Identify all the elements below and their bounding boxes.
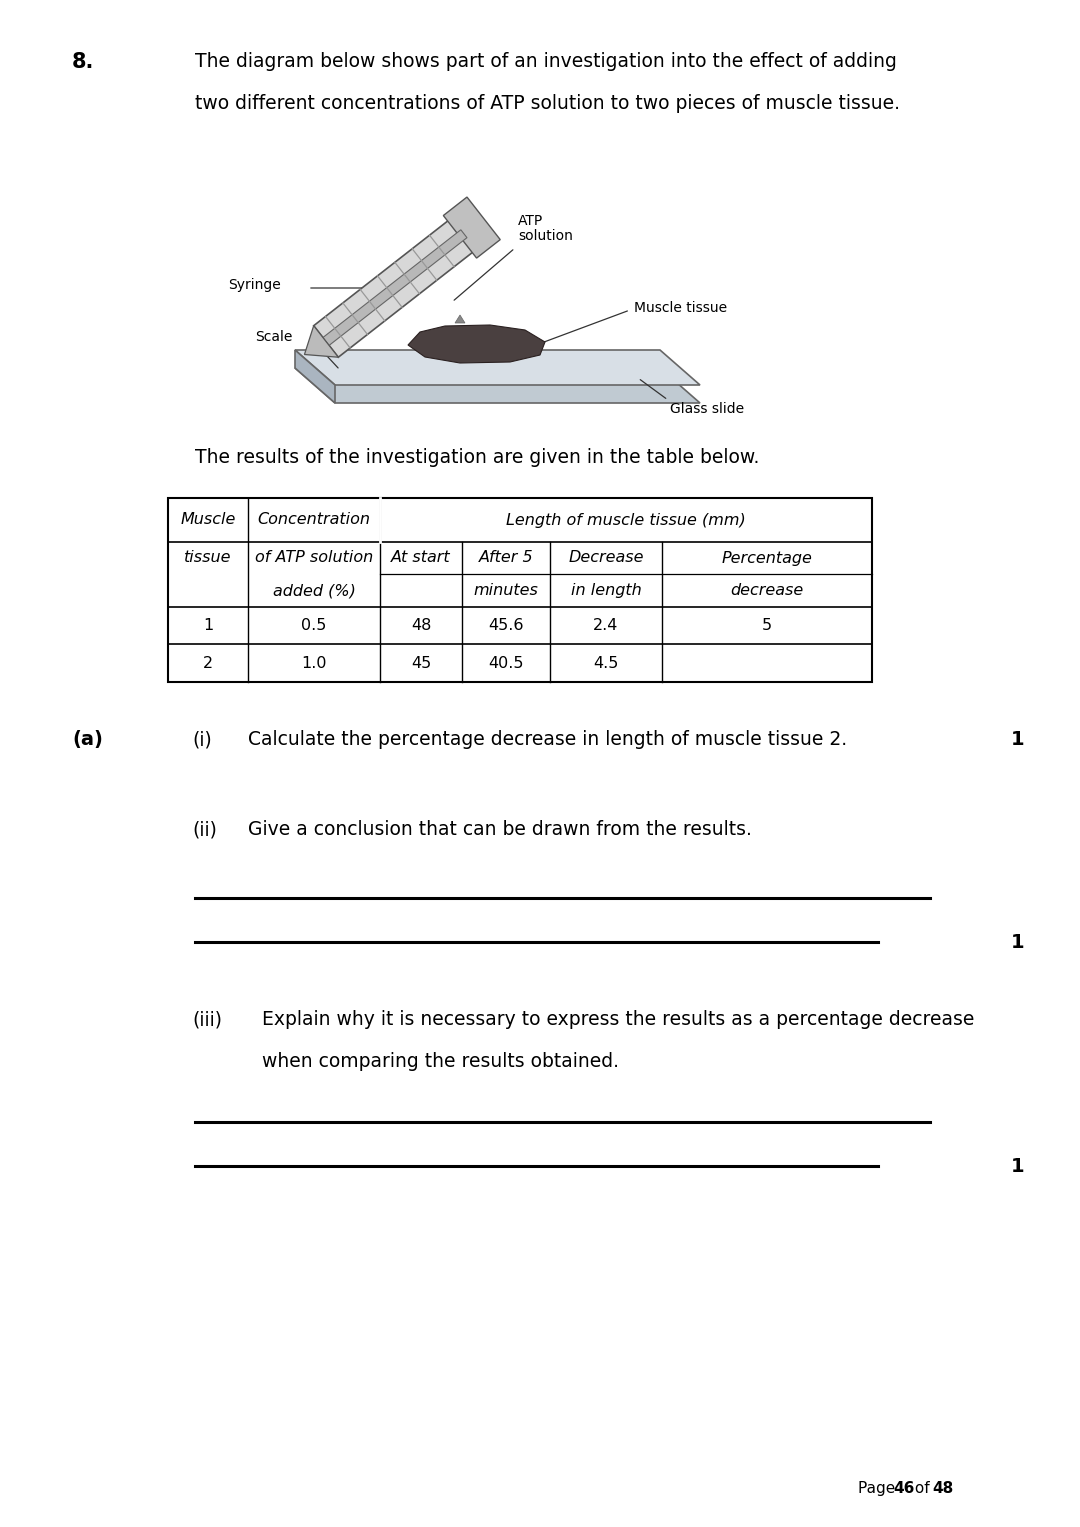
Text: 2.4: 2.4 <box>593 618 619 634</box>
Text: (i): (i) <box>192 730 212 750</box>
Text: ATP: ATP <box>518 214 543 228</box>
Text: (a): (a) <box>72 730 103 750</box>
Text: 45: 45 <box>410 655 431 670</box>
Text: 2: 2 <box>203 655 213 670</box>
Text: Muscle: Muscle <box>180 513 235 527</box>
Text: tissue: tissue <box>185 551 232 565</box>
Text: The results of the investigation are given in the table below.: The results of the investigation are giv… <box>195 447 759 467</box>
Polygon shape <box>295 350 335 403</box>
Polygon shape <box>295 350 700 385</box>
Text: Concentration: Concentration <box>257 513 370 527</box>
Text: 1: 1 <box>203 618 213 634</box>
Text: 1: 1 <box>1011 933 1025 951</box>
Text: 0.5: 0.5 <box>301 618 326 634</box>
Text: 48: 48 <box>932 1481 954 1496</box>
Text: minutes: minutes <box>473 583 539 599</box>
Text: Percentage: Percentage <box>721 551 812 565</box>
Text: 1: 1 <box>1011 730 1025 750</box>
Text: in length: in length <box>570 583 642 599</box>
Bar <box>313 218 476 357</box>
Text: (iii): (iii) <box>192 1009 222 1029</box>
Text: Page: Page <box>858 1481 900 1496</box>
Polygon shape <box>455 315 465 324</box>
Text: (ii): (ii) <box>192 820 217 838</box>
Text: Length of muscle tissue (mm): Length of muscle tissue (mm) <box>507 513 746 527</box>
Text: Explain why it is necessary to express the results as a percentage decrease: Explain why it is necessary to express t… <box>262 1009 974 1029</box>
Bar <box>168 498 872 683</box>
Bar <box>443 197 500 258</box>
Polygon shape <box>408 325 545 363</box>
Text: two different concentrations of ATP solution to two pieces of muscle tissue.: two different concentrations of ATP solu… <box>195 95 900 113</box>
Text: Glass slide: Glass slide <box>670 402 744 415</box>
Text: added (%): added (%) <box>272 583 355 599</box>
Polygon shape <box>305 325 338 357</box>
Text: Calculate the percentage decrease in length of muscle tissue 2.: Calculate the percentage decrease in len… <box>248 730 847 750</box>
Bar <box>323 229 467 345</box>
Text: After 5: After 5 <box>478 551 534 565</box>
Text: The diagram below shows part of an investigation into the effect of adding: The diagram below shows part of an inves… <box>195 52 896 70</box>
Text: Give a conclusion that can be drawn from the results.: Give a conclusion that can be drawn from… <box>248 820 752 838</box>
Polygon shape <box>295 368 700 403</box>
Text: when comparing the results obtained.: when comparing the results obtained. <box>262 1052 619 1070</box>
Text: solution: solution <box>518 229 572 243</box>
Text: At start: At start <box>391 551 450 565</box>
Text: 46: 46 <box>893 1481 915 1496</box>
Text: 40.5: 40.5 <box>488 655 524 670</box>
Text: 8.: 8. <box>72 52 94 72</box>
Text: 45.6: 45.6 <box>488 618 524 634</box>
Text: 1.0: 1.0 <box>301 655 327 670</box>
Text: 5: 5 <box>761 618 772 634</box>
Text: Scale: Scale <box>255 330 293 344</box>
Text: Decrease: Decrease <box>568 551 644 565</box>
Text: of ATP solution: of ATP solution <box>255 551 373 565</box>
Text: Muscle tissue: Muscle tissue <box>634 301 727 315</box>
Text: Syringe: Syringe <box>228 278 281 292</box>
Text: decrease: decrease <box>730 583 804 599</box>
Text: 48: 48 <box>410 618 431 634</box>
Text: of: of <box>910 1481 934 1496</box>
Text: 4.5: 4.5 <box>593 655 619 670</box>
Text: 1: 1 <box>1011 1156 1025 1176</box>
